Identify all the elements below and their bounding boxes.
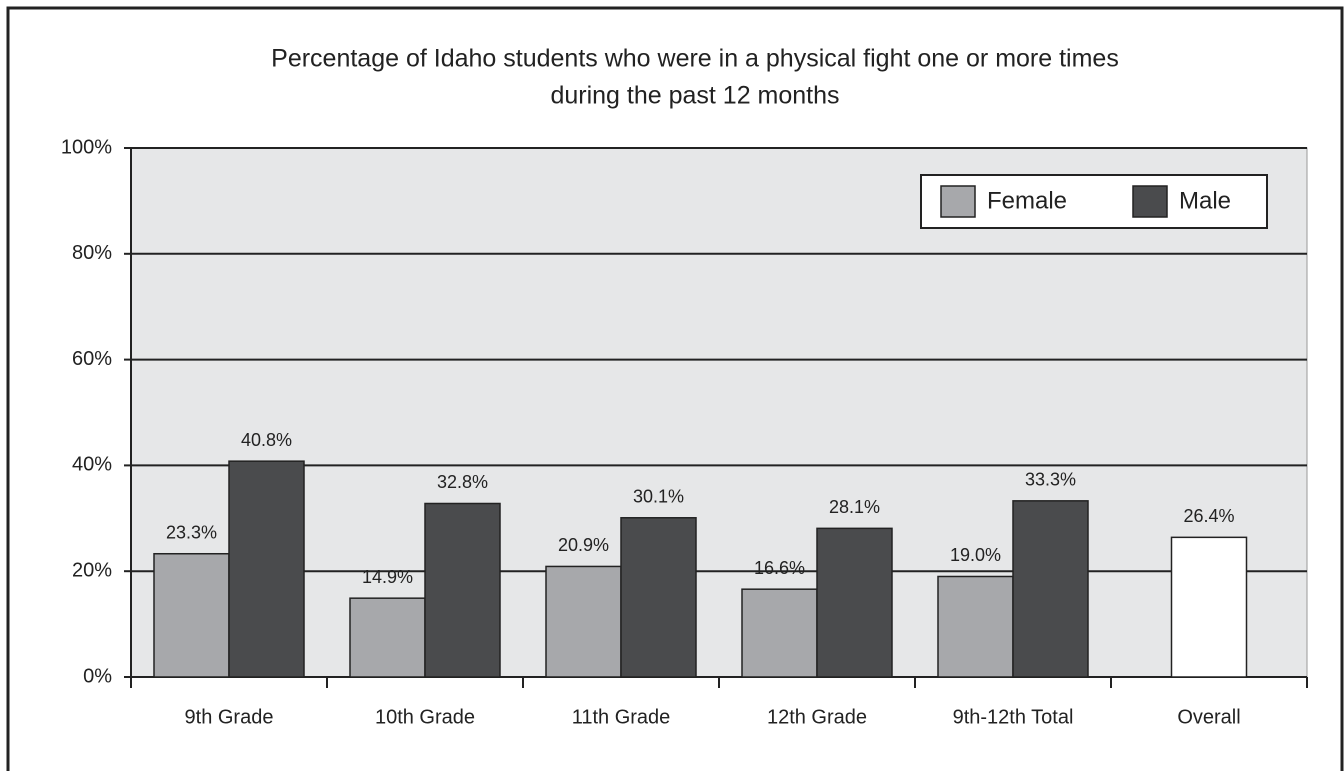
bar — [620, 517, 697, 678]
legend-label: Female — [987, 187, 1067, 214]
y-tick-label: 40% — [72, 454, 112, 476]
y-tick-label: 60% — [72, 348, 112, 370]
value-label: 23.3% — [166, 522, 217, 542]
value-label: 26.4% — [1183, 506, 1234, 526]
chart-title: Percentage of Idaho students who were in… — [271, 45, 1119, 73]
bar — [545, 565, 622, 678]
legend-label: Male — [1179, 187, 1231, 214]
value-label: 28.1% — [829, 497, 880, 517]
value-label: 30.1% — [633, 487, 684, 507]
x-tick-label: 12th Grade — [767, 706, 867, 728]
bar — [424, 502, 501, 678]
value-label: 14.9% — [362, 567, 413, 587]
bar — [1012, 500, 1089, 678]
plot-area — [130, 147, 1308, 678]
bar — [816, 527, 893, 678]
legend-box — [920, 174, 1268, 229]
legend-swatch — [1132, 185, 1168, 218]
bar — [153, 552, 230, 678]
legend-swatch — [940, 185, 976, 218]
x-tick-label: 9th Grade — [185, 706, 274, 728]
value-label: 16.6% — [754, 558, 805, 578]
x-tick-label: Overall — [1177, 706, 1240, 728]
chart-title: during the past 12 months — [550, 82, 839, 110]
y-tick-label: 20% — [72, 559, 112, 581]
y-tick-label: 80% — [72, 242, 112, 264]
x-tick-label: 11th Grade — [572, 706, 671, 728]
y-tick-label: 0% — [83, 665, 112, 687]
value-label: 32.8% — [437, 472, 488, 492]
x-tick-label: 9th-12th Total — [953, 706, 1074, 728]
value-label: 40.8% — [241, 430, 292, 450]
value-label: 20.9% — [558, 535, 609, 555]
value-label: 33.3% — [1025, 470, 1076, 490]
y-tick-label: 100% — [61, 136, 112, 158]
bar — [228, 460, 305, 678]
bar — [937, 575, 1014, 678]
bar — [1170, 536, 1248, 678]
x-tick-label: 10th Grade — [375, 706, 475, 728]
value-label: 19.0% — [950, 545, 1001, 565]
bar — [741, 588, 818, 678]
bar — [349, 597, 426, 678]
